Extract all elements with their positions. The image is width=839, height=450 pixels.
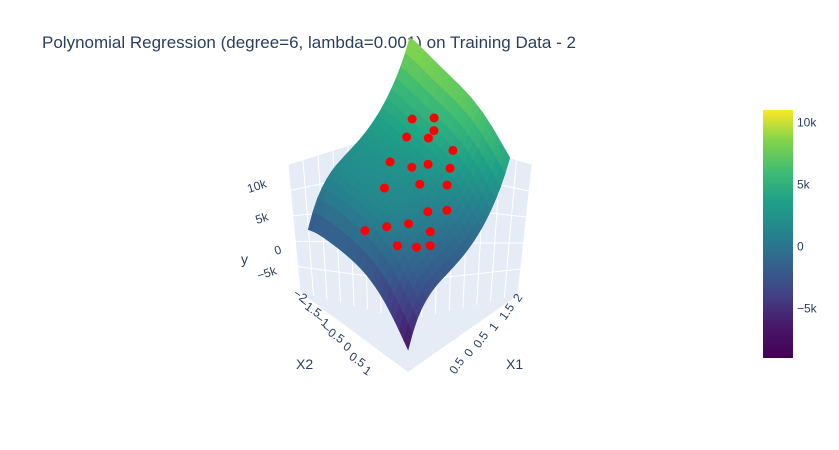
scatter-point[interactable] bbox=[445, 163, 455, 173]
scatter-point[interactable] bbox=[442, 205, 452, 215]
x1-axis-label: X1 bbox=[506, 356, 523, 372]
scatter-point[interactable] bbox=[392, 241, 402, 251]
z-tick-label: 0 bbox=[272, 242, 283, 257]
scatter-point[interactable] bbox=[425, 241, 435, 251]
colorbar-tick-label: 10k bbox=[797, 115, 817, 129]
regression-surface bbox=[307, 37, 511, 351]
x1-tick-label: 1 bbox=[486, 320, 501, 334]
scatter-point[interactable] bbox=[360, 226, 370, 236]
z-axis-ticks: 10k 5k0 −5k bbox=[245, 176, 283, 283]
chart-title: Polynomial Regression (degree=6, lambda=… bbox=[42, 33, 576, 52]
scatter-point[interactable] bbox=[407, 114, 417, 124]
scatter-point[interactable] bbox=[407, 162, 417, 172]
scatter-point[interactable] bbox=[404, 219, 413, 229]
x1-tick-label: 0.5 bbox=[470, 329, 491, 351]
colorbar-ticks: 10k 5k 0 −5k bbox=[797, 115, 818, 315]
scatter-point[interactable] bbox=[412, 242, 421, 252]
scatter-point[interactable] bbox=[423, 159, 433, 169]
colorbar[interactable] bbox=[763, 110, 793, 358]
z-tick-label: 10k bbox=[245, 176, 269, 196]
scatter-points bbox=[360, 113, 458, 252]
scatter-point[interactable] bbox=[448, 145, 458, 155]
scatter-point[interactable] bbox=[429, 126, 439, 136]
scatter-point[interactable] bbox=[382, 222, 392, 232]
scatter-point[interactable] bbox=[442, 180, 452, 190]
z-tick-label: −5k bbox=[255, 263, 279, 283]
scatter-point[interactable] bbox=[425, 227, 435, 237]
x1-tick-label: 0.5 bbox=[446, 355, 467, 377]
colorbar-tick-label: 5k bbox=[797, 177, 811, 191]
x1-tick-label: 0 bbox=[461, 346, 476, 360]
scatter-point[interactable] bbox=[423, 133, 433, 143]
z-axis-label: y bbox=[241, 251, 248, 267]
x2-axis-label: X2 bbox=[296, 356, 313, 372]
scatter-point[interactable] bbox=[415, 179, 425, 189]
colorbar-tick-label: −5k bbox=[797, 301, 818, 315]
colorbar-tick-label: 0 bbox=[797, 239, 804, 253]
scatter-point[interactable] bbox=[429, 113, 439, 123]
scatter-point[interactable] bbox=[385, 157, 395, 167]
scatter-point[interactable] bbox=[379, 183, 389, 193]
z-tick-label: 5k bbox=[254, 209, 271, 227]
surface-patch bbox=[404, 37, 415, 58]
scatter-point[interactable] bbox=[423, 207, 433, 217]
scatter-point[interactable] bbox=[402, 132, 412, 142]
